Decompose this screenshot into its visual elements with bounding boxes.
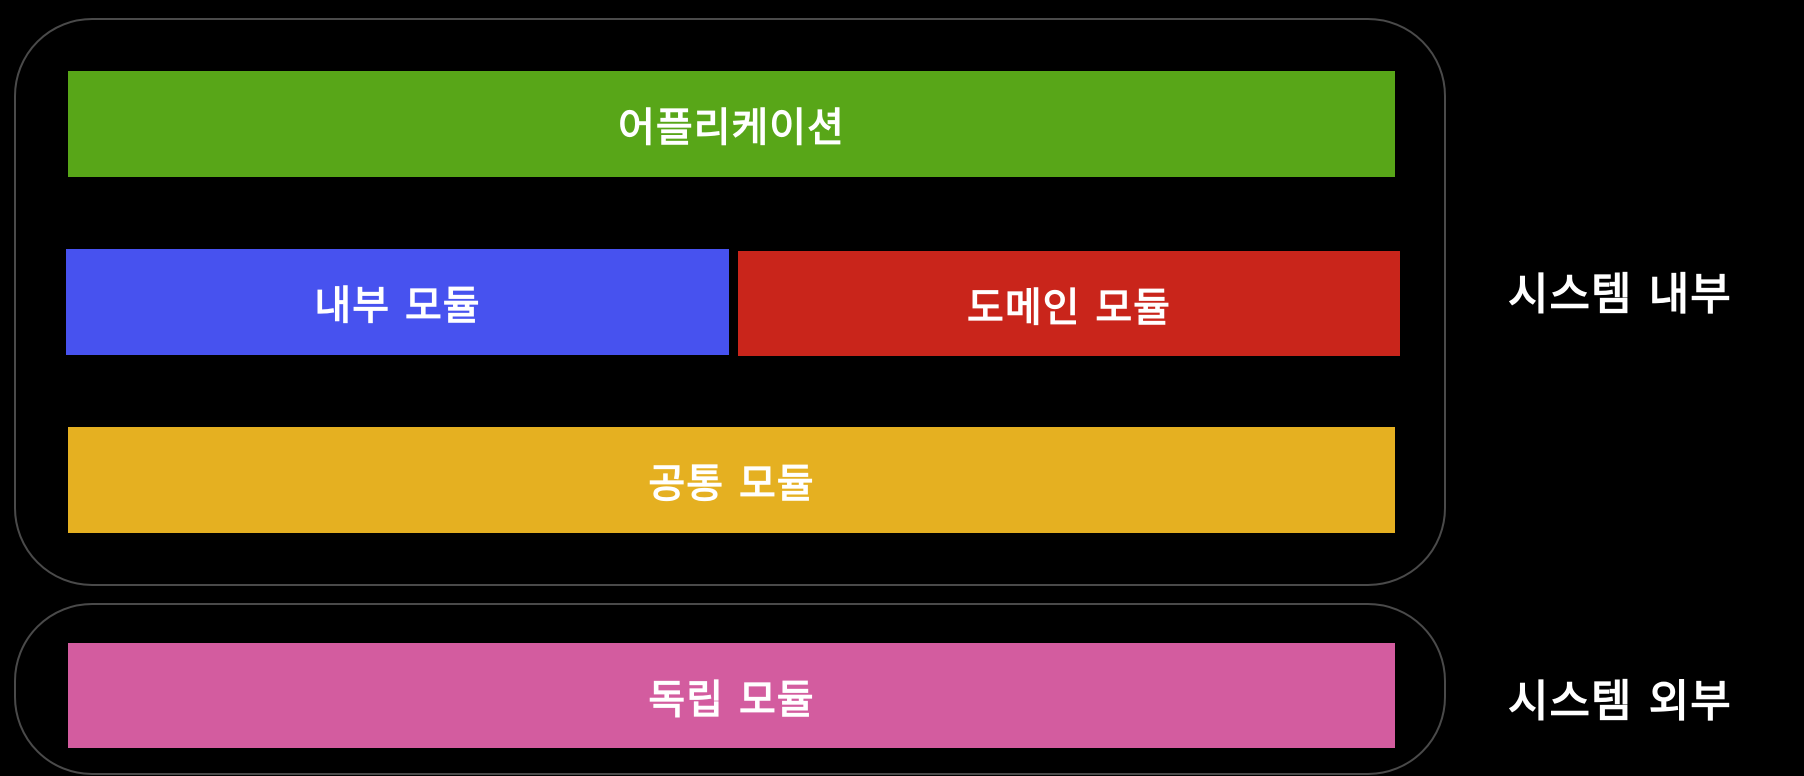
independent-module-layer: 독립 모듈	[68, 643, 1395, 748]
domain-module-layer: 도메인 모듈	[738, 251, 1400, 356]
application-layer-label: 어플리케이션	[618, 105, 845, 151]
application-layer: 어플리케이션	[68, 71, 1395, 177]
system-internal-group	[14, 18, 1446, 586]
internal-module-label: 내부 모듈	[314, 283, 481, 329]
domain-module-label: 도메인 모듈	[967, 284, 1171, 331]
system-internal-label: 시스템 내부	[1508, 269, 1732, 320]
independent-module-label: 독립 모듈	[648, 676, 815, 723]
common-module-label: 공통 모듈	[648, 461, 815, 507]
internal-module-layer: 내부 모듈	[66, 249, 729, 355]
system-external-label: 시스템 외부	[1508, 676, 1732, 727]
common-module-layer: 공통 모듈	[68, 427, 1395, 533]
system-external-group	[14, 603, 1446, 775]
